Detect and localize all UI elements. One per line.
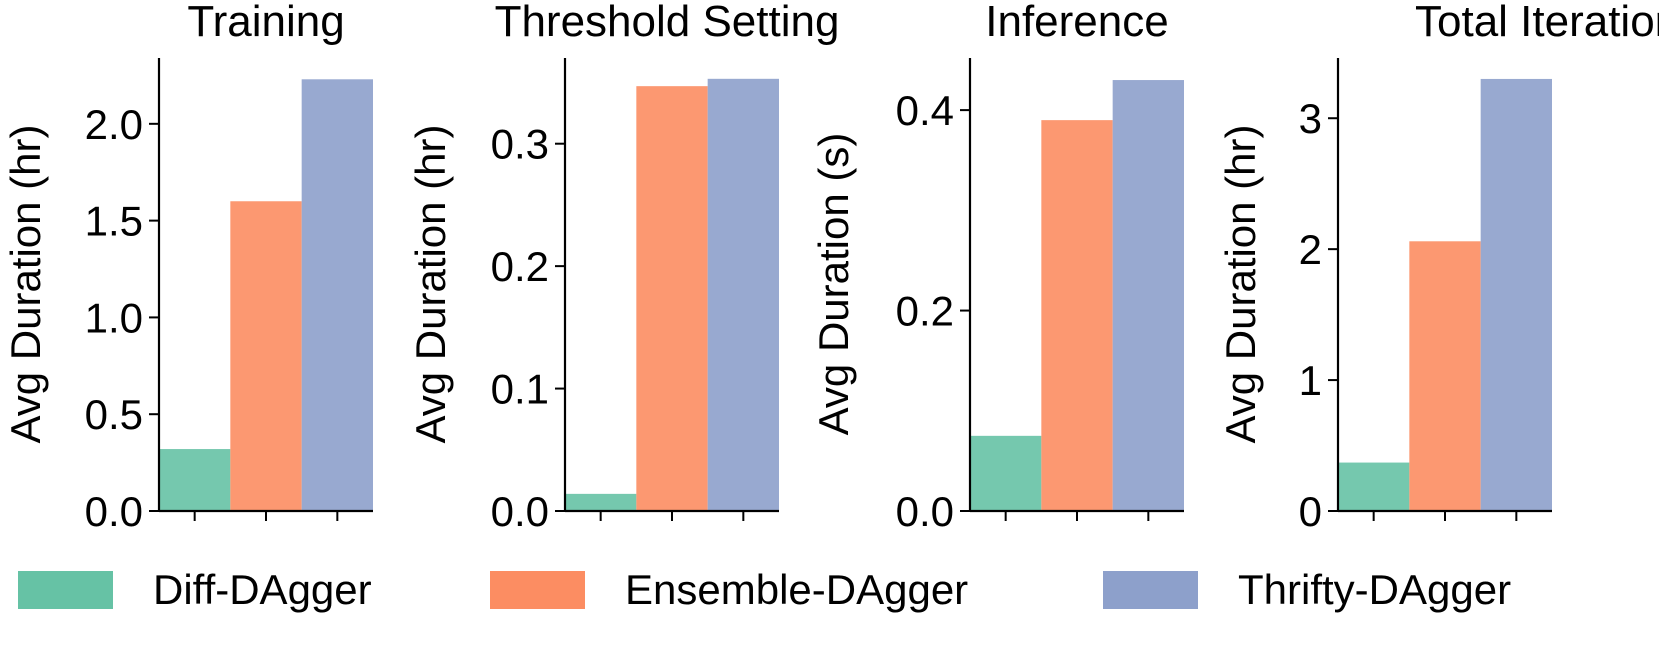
y-tick-label: 0.0 [85, 488, 143, 535]
y-tick-label: 0.3 [491, 121, 549, 168]
panel-title: Total Iteration [1415, 0, 1659, 46]
legend-label: Diff-DAgger [153, 566, 372, 613]
y-tick-label: 0.1 [491, 366, 549, 413]
y-tick-label: 0.5 [85, 391, 143, 438]
y-axis-label: Avg Duration (hr) [407, 124, 454, 443]
panel-training: Training Avg Duration (hr) 0.0 0.5 1.0 1.5 2… [2, 0, 373, 535]
y-tick-label: 2 [1299, 226, 1322, 273]
bar-thrifty-dagger [1480, 78, 1552, 512]
legend-swatch [490, 571, 585, 609]
legend-item-diff-dagger: Diff-DAgger [18, 560, 372, 620]
y-tick-label: 1 [1299, 357, 1322, 404]
y-tick-label: 0.2 [896, 288, 954, 335]
bar-ensemble-dagger [1409, 241, 1481, 511]
legend-swatch [1103, 571, 1198, 609]
panel-total-iteration: Total Iteration Avg Duration (hr) 0 1 2 3 [1217, 0, 1659, 535]
panel-inference: Inference Avg Duration (s) 0.0 0.2 0.4 [810, 0, 1184, 535]
legend-label: Ensemble-DAgger [625, 566, 969, 613]
bar-ensemble-dagger [1041, 120, 1113, 511]
y-axis-label: Avg Duration (s) [810, 133, 857, 436]
panel-threshold-setting: Threshold Setting Avg Duration (hr) 0.0 0… [407, 0, 839, 535]
panel-title: Threshold Setting [495, 0, 840, 46]
y-tick-label: 2.0 [85, 101, 143, 148]
y-tick-label: 0.2 [491, 243, 549, 290]
legend-item-thrifty-dagger: Thrifty-DAgger [1103, 560, 1511, 620]
y-tick-label: 3 [1299, 95, 1322, 142]
bar-diff-dagger [159, 449, 231, 511]
legend-item-ensemble-dagger: Ensemble-DAgger [490, 560, 968, 620]
y-tick-label: 1.0 [85, 294, 143, 341]
legend-swatch [18, 571, 113, 609]
panel-title: Inference [985, 0, 1168, 46]
y-tick-label: 1.5 [85, 198, 143, 245]
bar-ensemble-dagger [230, 201, 302, 511]
panel-title: Training [187, 0, 344, 46]
y-tick-label: 0.4 [896, 87, 954, 134]
bar-thrifty-dagger [707, 78, 779, 512]
figure: Training Avg Duration (hr) 0.0 0.5 1.0 1.5 2… [2, 0, 1659, 535]
y-tick-label: 0.0 [896, 488, 954, 535]
bar-diff-dagger [970, 435, 1042, 511]
y-axis-label: Avg Duration (hr) [2, 124, 49, 443]
bar-thrifty-dagger [301, 79, 373, 512]
bar-diff-dagger [565, 493, 637, 511]
y-tick-label: 0.0 [491, 488, 549, 535]
legend: Diff-DAgger Ensemble-DAgger Thrifty-DAgg… [0, 560, 1659, 620]
bar-diff-dagger [1338, 462, 1410, 511]
bar-thrifty-dagger [1112, 80, 1184, 511]
legend-label: Thrifty-DAgger [1238, 566, 1512, 613]
y-axis-label: Avg Duration (hr) [1217, 124, 1264, 443]
bar-ensemble-dagger [636, 86, 708, 512]
y-tick-label: 0 [1299, 488, 1322, 535]
